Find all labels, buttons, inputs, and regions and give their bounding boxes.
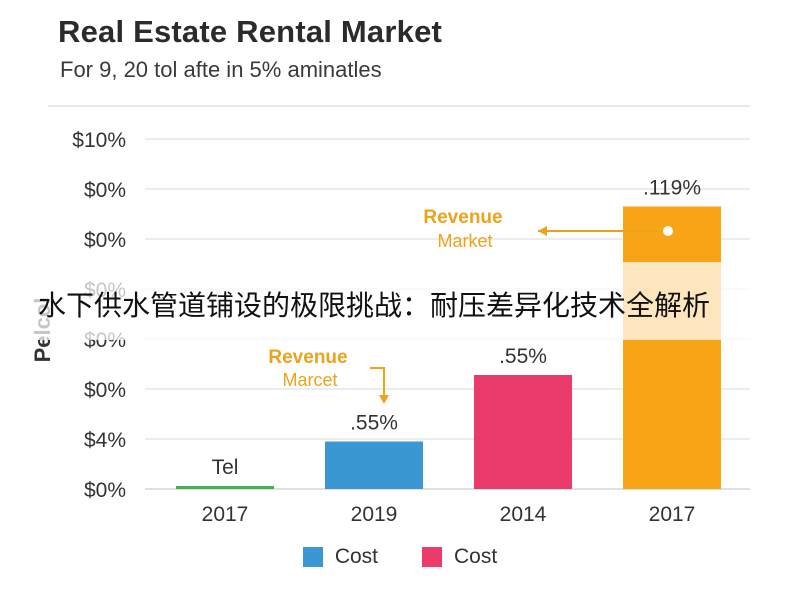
y-tick-label: $0% [84, 179, 126, 202]
annotation-point [663, 226, 673, 236]
bar [325, 441, 423, 489]
overlay-caption: 水下供水管道铺设的极限挑战：耐压差异化技术全解析 [38, 289, 711, 322]
x-tick-label: 2019 [351, 503, 398, 526]
legend: Cost Cost [0, 545, 800, 569]
data-label: .55% [350, 412, 398, 435]
data-label: .119% [643, 177, 701, 200]
x-tick-label: 2017 [649, 503, 696, 526]
chart-subtitle: For 9, 20 tol afte in 5% aminatles [60, 57, 382, 82]
legend-item: Cost [302, 545, 378, 569]
bar [623, 206, 721, 489]
annotation-arrowhead [379, 395, 389, 404]
data-labels: Tel .55% .55% .119% [212, 177, 701, 480]
x-tick-label: 2017 [202, 503, 249, 526]
legend-swatch [302, 547, 323, 567]
y-tick-label: $0% [84, 229, 126, 252]
annotation-leader [370, 367, 385, 396]
bar [176, 486, 274, 489]
bars [176, 206, 721, 489]
data-label: .55% [499, 345, 547, 368]
y-tick-label: $0% [84, 379, 126, 402]
legend-label: Cost [454, 545, 498, 568]
x-axis-ticks: 2017 2019 2014 2017 [202, 503, 696, 526]
chart-title: Real Estate Rental Market [58, 14, 443, 49]
y-tick-label: $10% [72, 129, 126, 152]
annotation-subtitle: Market [437, 231, 492, 251]
annotation-title: Revenue [423, 207, 502, 228]
y-tick-label: $0% [84, 479, 126, 502]
legend-swatch [422, 547, 442, 567]
legend-label: Cost [334, 545, 378, 568]
overlay-band [0, 262, 800, 340]
bar [474, 375, 572, 489]
y-tick-label: $4% [84, 429, 126, 452]
annotation-arrowhead [538, 226, 547, 236]
data-label: Tel [212, 456, 239, 479]
x-tick-label: 2014 [500, 503, 547, 526]
legend-item: Cost [422, 545, 497, 569]
annotation-title: Revenue [268, 347, 347, 368]
annotation-subtitle: Marcet [282, 370, 337, 390]
